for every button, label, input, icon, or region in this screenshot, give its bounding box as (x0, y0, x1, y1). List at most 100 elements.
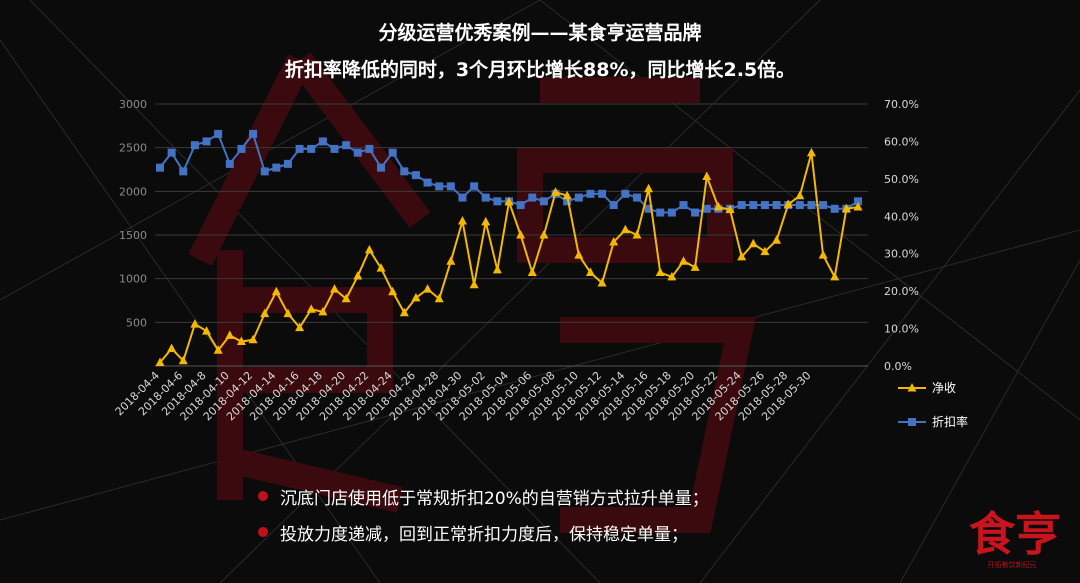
discount-rate-point (179, 167, 188, 176)
net-income-point (399, 307, 409, 317)
net-income-point (806, 147, 816, 157)
right-tick-label: 70.0% (884, 98, 919, 111)
left-tick-label: 1000 (119, 273, 147, 286)
discount-rate-point (458, 193, 467, 202)
net-income-point (178, 355, 188, 365)
discount-rate-point (342, 141, 351, 150)
discount-rate-point (795, 201, 804, 210)
net-income-point (318, 306, 328, 316)
net-income-point (783, 199, 793, 208)
discount-rate-point (609, 201, 618, 210)
page-title: 分级运营优秀案例——某食亨运营品牌 (378, 22, 702, 44)
net-income-point (620, 224, 630, 234)
net-income-point (748, 238, 758, 248)
left-tick-label: 1500 (119, 229, 147, 242)
net-income-point (574, 250, 584, 259)
net-income-point (167, 343, 177, 353)
net-income-point (725, 204, 735, 214)
net-income-point (457, 216, 467, 225)
discount-rate-point (656, 208, 665, 217)
discount-rate-point (202, 137, 211, 146)
left-tick-label: 2000 (119, 185, 147, 198)
net-income-point (271, 286, 281, 296)
page-subtitle: 折扣率降低的同时，3个月环比增长88%，同比增长2.5倍。 (284, 59, 796, 81)
net-income-point (446, 256, 456, 265)
discount-rate-point (830, 204, 839, 213)
net-income-point (376, 263, 386, 272)
right-tick-label: 50.0% (884, 173, 919, 186)
discount-rate-point (598, 189, 607, 198)
net-income-point (388, 286, 398, 296)
discount-rate-point (225, 159, 234, 168)
bullet-text: 沉底门店使用低于常规折扣20%的自营销方式拉升单量； (280, 488, 709, 509)
right-tick-label: 60.0% (884, 135, 919, 148)
net-income-point (411, 292, 421, 302)
watermark (188, 52, 757, 533)
discount-rate-point (854, 197, 862, 206)
net-income-point (469, 279, 479, 289)
net-income-point (853, 202, 863, 211)
net-income-point (690, 262, 700, 271)
discount-rate-point (190, 141, 199, 150)
net-income-point (283, 308, 293, 318)
discount-rate-point (772, 201, 781, 210)
discount-rate-point (481, 193, 490, 202)
brand-tagline: 开拓餐饮新纪元 (987, 561, 1037, 569)
discount-rate-point (702, 204, 711, 213)
discount-rate-point (446, 182, 455, 191)
net-income-point (679, 256, 688, 265)
legend-label: 折扣率 (932, 414, 968, 429)
discount-rate-point (528, 193, 537, 202)
left-tick-label: 3000 (119, 98, 147, 111)
net-income-point (795, 190, 805, 200)
net-income-point (492, 264, 502, 274)
net-income-point (295, 322, 305, 332)
discount-rate-point (214, 129, 223, 138)
net-income-point (830, 271, 840, 281)
left-axis-ticks: 3000 2500 2000 1500 1000 500 (119, 98, 147, 329)
left-tick-label: 500 (126, 316, 147, 329)
discount-rate-point (318, 137, 327, 146)
net-income-point (655, 267, 665, 277)
discount-rate-point (400, 167, 409, 176)
discount-rate-point (283, 159, 292, 168)
right-tick-label: 40.0% (884, 210, 919, 223)
net-income-point (330, 284, 339, 293)
net-income-point (213, 345, 223, 354)
discount-rate-point (807, 201, 816, 210)
net-income-point (702, 171, 712, 180)
discount-rate-point (260, 167, 269, 176)
discount-rate-point (237, 144, 246, 153)
net-income-point (597, 278, 607, 287)
discount-rate-point (435, 182, 444, 191)
discount-rate-point (493, 197, 502, 206)
bullet-dot (258, 527, 268, 537)
discount-rate-point (760, 201, 769, 210)
chart-grid (155, 103, 868, 367)
right-tick-label: 30.0% (884, 248, 919, 261)
bullet-dot (258, 491, 268, 501)
series-net-line (159, 152, 859, 364)
discount-rate-point (388, 148, 397, 157)
net-income-point (516, 230, 526, 239)
discount-rate-point (330, 144, 339, 153)
net-income-point (562, 190, 572, 200)
discount-rate-point (691, 208, 700, 217)
legend-marker-square (908, 418, 916, 426)
net-income-point (841, 203, 851, 213)
discount-rate-point (749, 201, 758, 210)
right-tick-label: 20.0% (884, 285, 919, 298)
net-income-point (306, 304, 316, 313)
net-income-point (609, 236, 619, 246)
bullet-item: 投放力度递减，回到正常折扣力度后，保持稳定单量； (258, 514, 709, 550)
net-income-point (190, 319, 200, 328)
net-income-point (202, 326, 212, 335)
net-income-point (713, 202, 723, 211)
discount-rate-point (295, 144, 304, 153)
net-income-point (760, 246, 770, 256)
net-income-point (364, 244, 374, 254)
net-income-point (539, 230, 549, 239)
